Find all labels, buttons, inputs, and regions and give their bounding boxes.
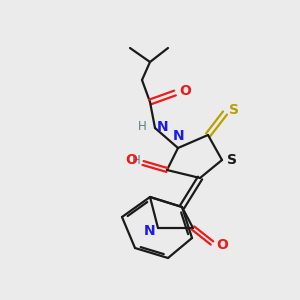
Text: S: S bbox=[227, 153, 237, 167]
Text: O: O bbox=[216, 238, 228, 252]
Text: S: S bbox=[229, 103, 239, 117]
Text: O: O bbox=[125, 153, 137, 167]
Text: H: H bbox=[132, 154, 141, 167]
Text: O: O bbox=[179, 84, 191, 98]
Text: H: H bbox=[138, 119, 147, 133]
Text: N: N bbox=[157, 120, 169, 134]
Text: N: N bbox=[173, 129, 185, 143]
Text: N: N bbox=[143, 224, 155, 238]
